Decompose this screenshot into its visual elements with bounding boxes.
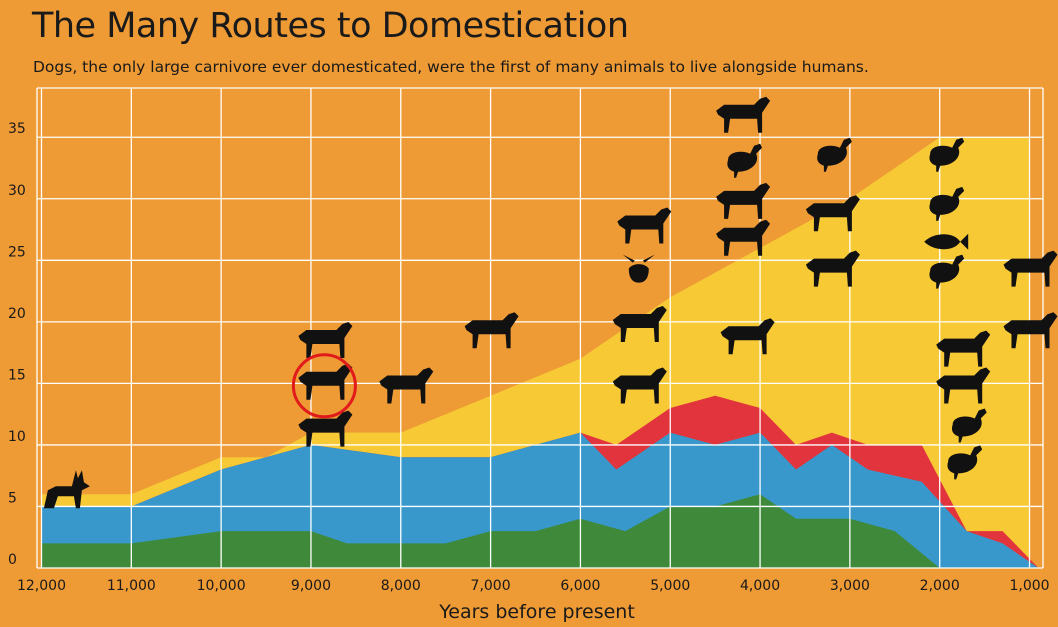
yak-2-icon-shape [936,330,991,367]
cat-icon [617,207,672,244]
donkey-icon [720,318,775,355]
animal-icons [43,96,1058,509]
pig-icon [379,367,434,404]
x-tick-label: 4,000 [740,578,780,594]
guinea-pig-icon-shape [716,219,771,256]
x-tick-label: 5,000 [650,578,690,594]
x-tick-label: 9,000 [291,578,331,594]
pigeon-icon [817,137,852,172]
alpaca-icon [805,250,860,287]
chart-title: The Many Routes to Domestication [32,6,629,46]
turkey-icon-shape [929,254,965,289]
donkey-icon-shape [720,318,775,355]
y-tick-label: 30 [8,183,26,199]
ferret-icon-shape [1003,312,1058,349]
gayal-icon [936,367,991,404]
chicken-icon [727,143,763,178]
chart-subtitle: Dogs, the only large carnivore ever dome… [33,58,869,76]
y-axis-ticks: 0 5 10 15 20 25 30 35 [8,121,26,568]
water-buffalo-icon-shape [612,367,667,404]
dromedary-icon-shape [805,195,860,232]
dromedary-icon [805,195,860,232]
x-tick-label: 11,000 [107,578,156,594]
x-tick-label: 2,000 [920,578,960,594]
x-tick-label: 10,000 [197,578,246,594]
llama-icon [716,182,771,219]
y-tick-label: 25 [8,244,26,260]
x-tick-label: 12,000 [17,578,66,594]
bee-icon [622,254,655,283]
y-tick-label: 15 [8,367,26,383]
goose-icon [929,137,965,172]
gayal-icon-shape [936,367,991,404]
duck-icon [929,186,965,221]
x-axis-label: Years before present [438,601,635,623]
yak-icon [464,312,519,349]
llama-icon-shape [716,182,771,219]
y-tick-label: 20 [8,306,26,322]
muscovy-duck-icon [951,408,987,443]
dog-icon [43,470,90,509]
reindeer-icon-shape [1003,250,1058,287]
pig-icon-shape [379,367,434,404]
yak-icon-shape [464,312,519,349]
goat-icon [291,353,357,419]
bee-icon-shape [622,254,655,283]
x-tick-label: 6,000 [560,578,600,594]
goat-icon-shape [298,363,353,400]
dog-icon-shape [43,470,90,509]
y-tick-label: 10 [8,429,26,445]
chart-grid [36,87,1044,569]
area-layers [41,137,1039,568]
chicken-icon-shape [727,143,763,178]
carp-icon [924,233,969,250]
pigeon-icon-shape [817,137,852,172]
horse-icon-shape [716,96,771,133]
x-axis-ticks: 12,000 11,000 10,000 9,000 8,000 7,000 6,000 5,… [17,578,1050,594]
y-tick-label: 35 [8,121,26,137]
cat-icon-shape [617,207,672,244]
reindeer-icon [1003,250,1058,287]
goose-icon-shape [929,137,965,172]
guineafowl-icon [947,445,983,480]
bactrian-camel-icon-shape [612,306,667,342]
turkey-icon [929,254,965,289]
carp-icon-shape [924,233,969,250]
horse-icon [716,96,771,133]
sheep-icon-shape [298,410,353,447]
yak-2-icon [936,330,991,367]
y-tick-label: 5 [8,490,17,506]
y-tick-label: 0 [8,552,17,568]
x-tick-label: 1,000 [1009,578,1049,594]
x-tick-label: 8,000 [381,578,421,594]
duck-icon-shape [929,186,965,221]
muscovy-duck-icon-shape [951,408,987,443]
x-tick-label: 7,000 [471,578,511,594]
alpaca-icon-shape [805,250,860,287]
guinea-pig-icon [716,219,771,256]
x-tick-label: 3,000 [830,578,870,594]
ferret-icon [1003,312,1058,349]
water-buffalo-icon [612,367,667,404]
highlight-circle [291,353,357,419]
guineafowl-icon-shape [947,445,983,480]
bactrian-camel-icon [612,306,667,342]
cattle-icon-shape [298,322,353,358]
sheep-icon [298,410,353,447]
area-layer-3 [41,494,1030,568]
cattle-icon [298,322,353,358]
